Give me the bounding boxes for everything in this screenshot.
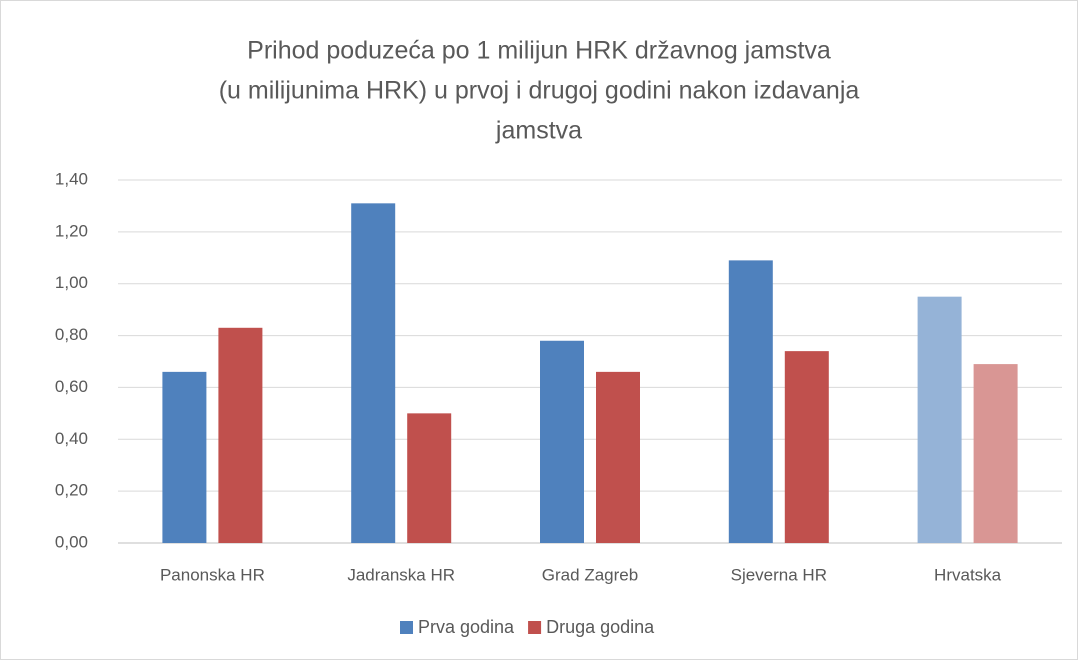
bar [351, 203, 396, 544]
bar [218, 327, 263, 543]
bar [540, 340, 584, 543]
y-tick-label: 0,80 [55, 325, 88, 344]
legend-label: Prva godina [418, 617, 515, 637]
y-tick-label: 1,40 [55, 169, 88, 188]
bar [728, 260, 773, 543]
legend-swatch [528, 621, 542, 634]
x-tick-label: Grad Zagreb [542, 565, 638, 584]
y-tick-label: 0,00 [55, 532, 88, 551]
bar [596, 371, 640, 543]
bar [784, 351, 829, 543]
chart-title: jamstva [495, 117, 582, 145]
x-tick-label: Jadranska HR [347, 565, 455, 584]
y-tick-label: 1,00 [55, 273, 88, 292]
y-tick-label: 0,60 [55, 377, 88, 396]
y-tick-label: 1,20 [55, 221, 88, 240]
x-tick-label: Panonska HR [160, 565, 265, 584]
y-tick-label: 0,40 [55, 429, 88, 448]
bar [407, 413, 452, 543]
bar [162, 371, 207, 543]
bar [973, 364, 1018, 543]
chart-title: (u milijunima HRK) u prvoj i drugoj godi… [219, 77, 860, 105]
bar [917, 296, 962, 543]
legend-swatch [400, 621, 413, 634]
y-tick-label: 0,20 [55, 481, 88, 500]
chart-title: Prihod poduzeća po 1 milijun HRK državno… [247, 37, 831, 65]
legend-label: Druga godina [546, 617, 655, 637]
x-tick-label: Hrvatska [934, 565, 1002, 584]
x-tick-label: Sjeverna HR [731, 565, 827, 584]
